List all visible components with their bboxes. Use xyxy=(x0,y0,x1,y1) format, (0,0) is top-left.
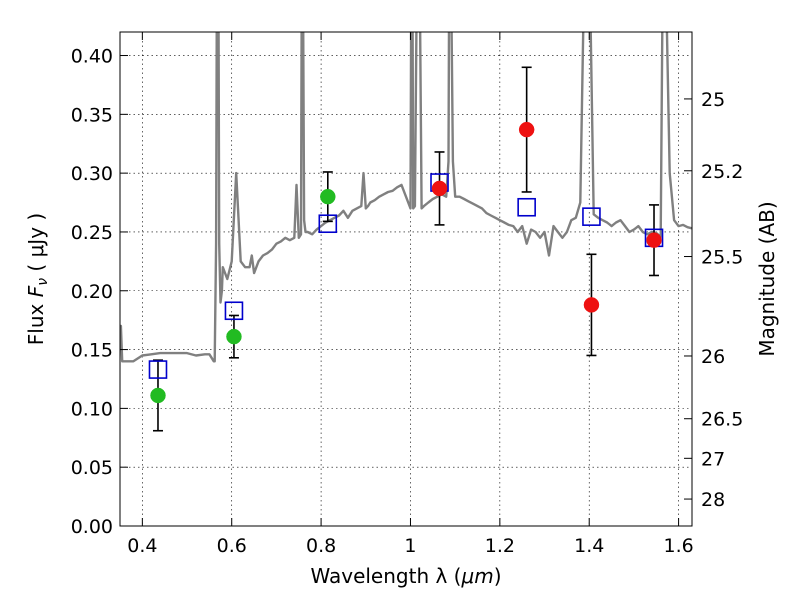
x-axis-label: Wavelength λ (μm) xyxy=(310,564,501,588)
plot-area xyxy=(120,32,692,432)
y2-tick-label: 28 xyxy=(701,489,725,511)
y2-tick-label: 25.5 xyxy=(701,247,743,269)
plot-frame xyxy=(119,31,693,527)
y-tick-label: 0.20 xyxy=(71,281,113,303)
observed-infrared-marker xyxy=(431,180,448,197)
y2-tick-label: 25.2 xyxy=(701,161,743,183)
x-tick-label: 1 xyxy=(404,535,416,557)
x-tick-label: 1.4 xyxy=(574,535,604,557)
model-fluxes-marker xyxy=(582,207,601,226)
template-spectrum-line xyxy=(120,32,692,363)
y-tick-label: 0.10 xyxy=(71,398,113,420)
y-tick-label: 0.25 xyxy=(71,222,113,244)
y-tick-label: 0.00 xyxy=(71,516,113,538)
x-tick-label: 0.6 xyxy=(217,535,247,557)
y2-tick-label: 26 xyxy=(701,346,725,368)
x-tick-label: 0.8 xyxy=(306,535,336,557)
model-fluxes-marker xyxy=(148,360,168,379)
y-axis-label: Flux Fν ( μJy ) xyxy=(24,213,51,345)
y-tick-label: 0.40 xyxy=(71,46,113,68)
y-tick-label: 0.35 xyxy=(71,104,113,126)
x-tick-label: 0.4 xyxy=(127,535,157,557)
observed-optical-marker xyxy=(226,328,242,345)
y2-tick-label: 27 xyxy=(701,448,725,470)
y2-tick-label: 26.5 xyxy=(701,409,743,431)
y-tick-label: 0.15 xyxy=(71,340,113,362)
observed-infrared-marker xyxy=(518,121,535,138)
observed-optical-marker xyxy=(150,387,166,404)
model-fluxes-marker xyxy=(224,301,244,321)
ticks: 0.4 0.6 0.8 1 1.2 1.4 1.6 0.00 0.05 0.10 0.15 0.20 0… xyxy=(71,32,743,557)
model-fluxes-marker xyxy=(318,214,338,234)
x-tick-label: 1.2 xyxy=(485,535,515,557)
y-tick-label: 0.05 xyxy=(71,457,113,479)
y2-tick-label: 25 xyxy=(701,89,725,111)
observed-infrared-marker xyxy=(583,297,600,313)
observed-optical-marker xyxy=(320,188,336,205)
y-tick-label: 0.30 xyxy=(71,163,113,185)
x-tick-label: 1.6 xyxy=(663,535,693,557)
observed-infrared-marker xyxy=(646,232,662,248)
y2-axis-label: Magnitude (AB) xyxy=(755,201,779,356)
model-fluxes-marker xyxy=(517,197,536,217)
